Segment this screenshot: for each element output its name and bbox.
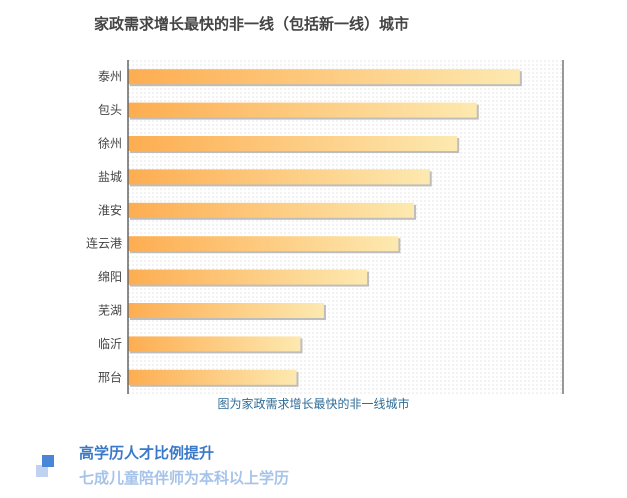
bar-8	[128, 336, 301, 352]
bar-3	[128, 169, 430, 185]
bar-0	[128, 69, 520, 85]
category-label: 盐城	[98, 170, 122, 184]
section-square-icon	[36, 451, 58, 481]
category-label: 绵阳	[98, 270, 122, 284]
section-subtitle: 七成儿童陪伴师为本科以上学历	[79, 469, 290, 487]
category-label: 淮安	[98, 202, 122, 217]
category-label: 泰州	[98, 70, 122, 84]
category-label: 临沂	[98, 337, 122, 351]
bar-5	[128, 236, 399, 252]
category-label: 徐州	[98, 136, 122, 151]
bar-7	[128, 303, 324, 318]
chart-caption: 图为家政需求增长最快的非一线城市	[217, 397, 410, 411]
category-label: 连云港	[86, 236, 122, 251]
bar-6	[128, 269, 368, 285]
bar-1	[128, 102, 477, 118]
category-label: 包头	[98, 103, 122, 117]
chart-title: 家政需求增长最快的非一线（包括新一线）城市	[94, 15, 410, 33]
bar-2	[128, 136, 458, 151]
bar-9	[128, 369, 297, 385]
category-label: 邢台	[98, 369, 122, 384]
bar-4	[128, 202, 415, 218]
section-title: 高学历人才比例提升	[79, 444, 215, 462]
category-label: 芜湖	[98, 303, 122, 318]
